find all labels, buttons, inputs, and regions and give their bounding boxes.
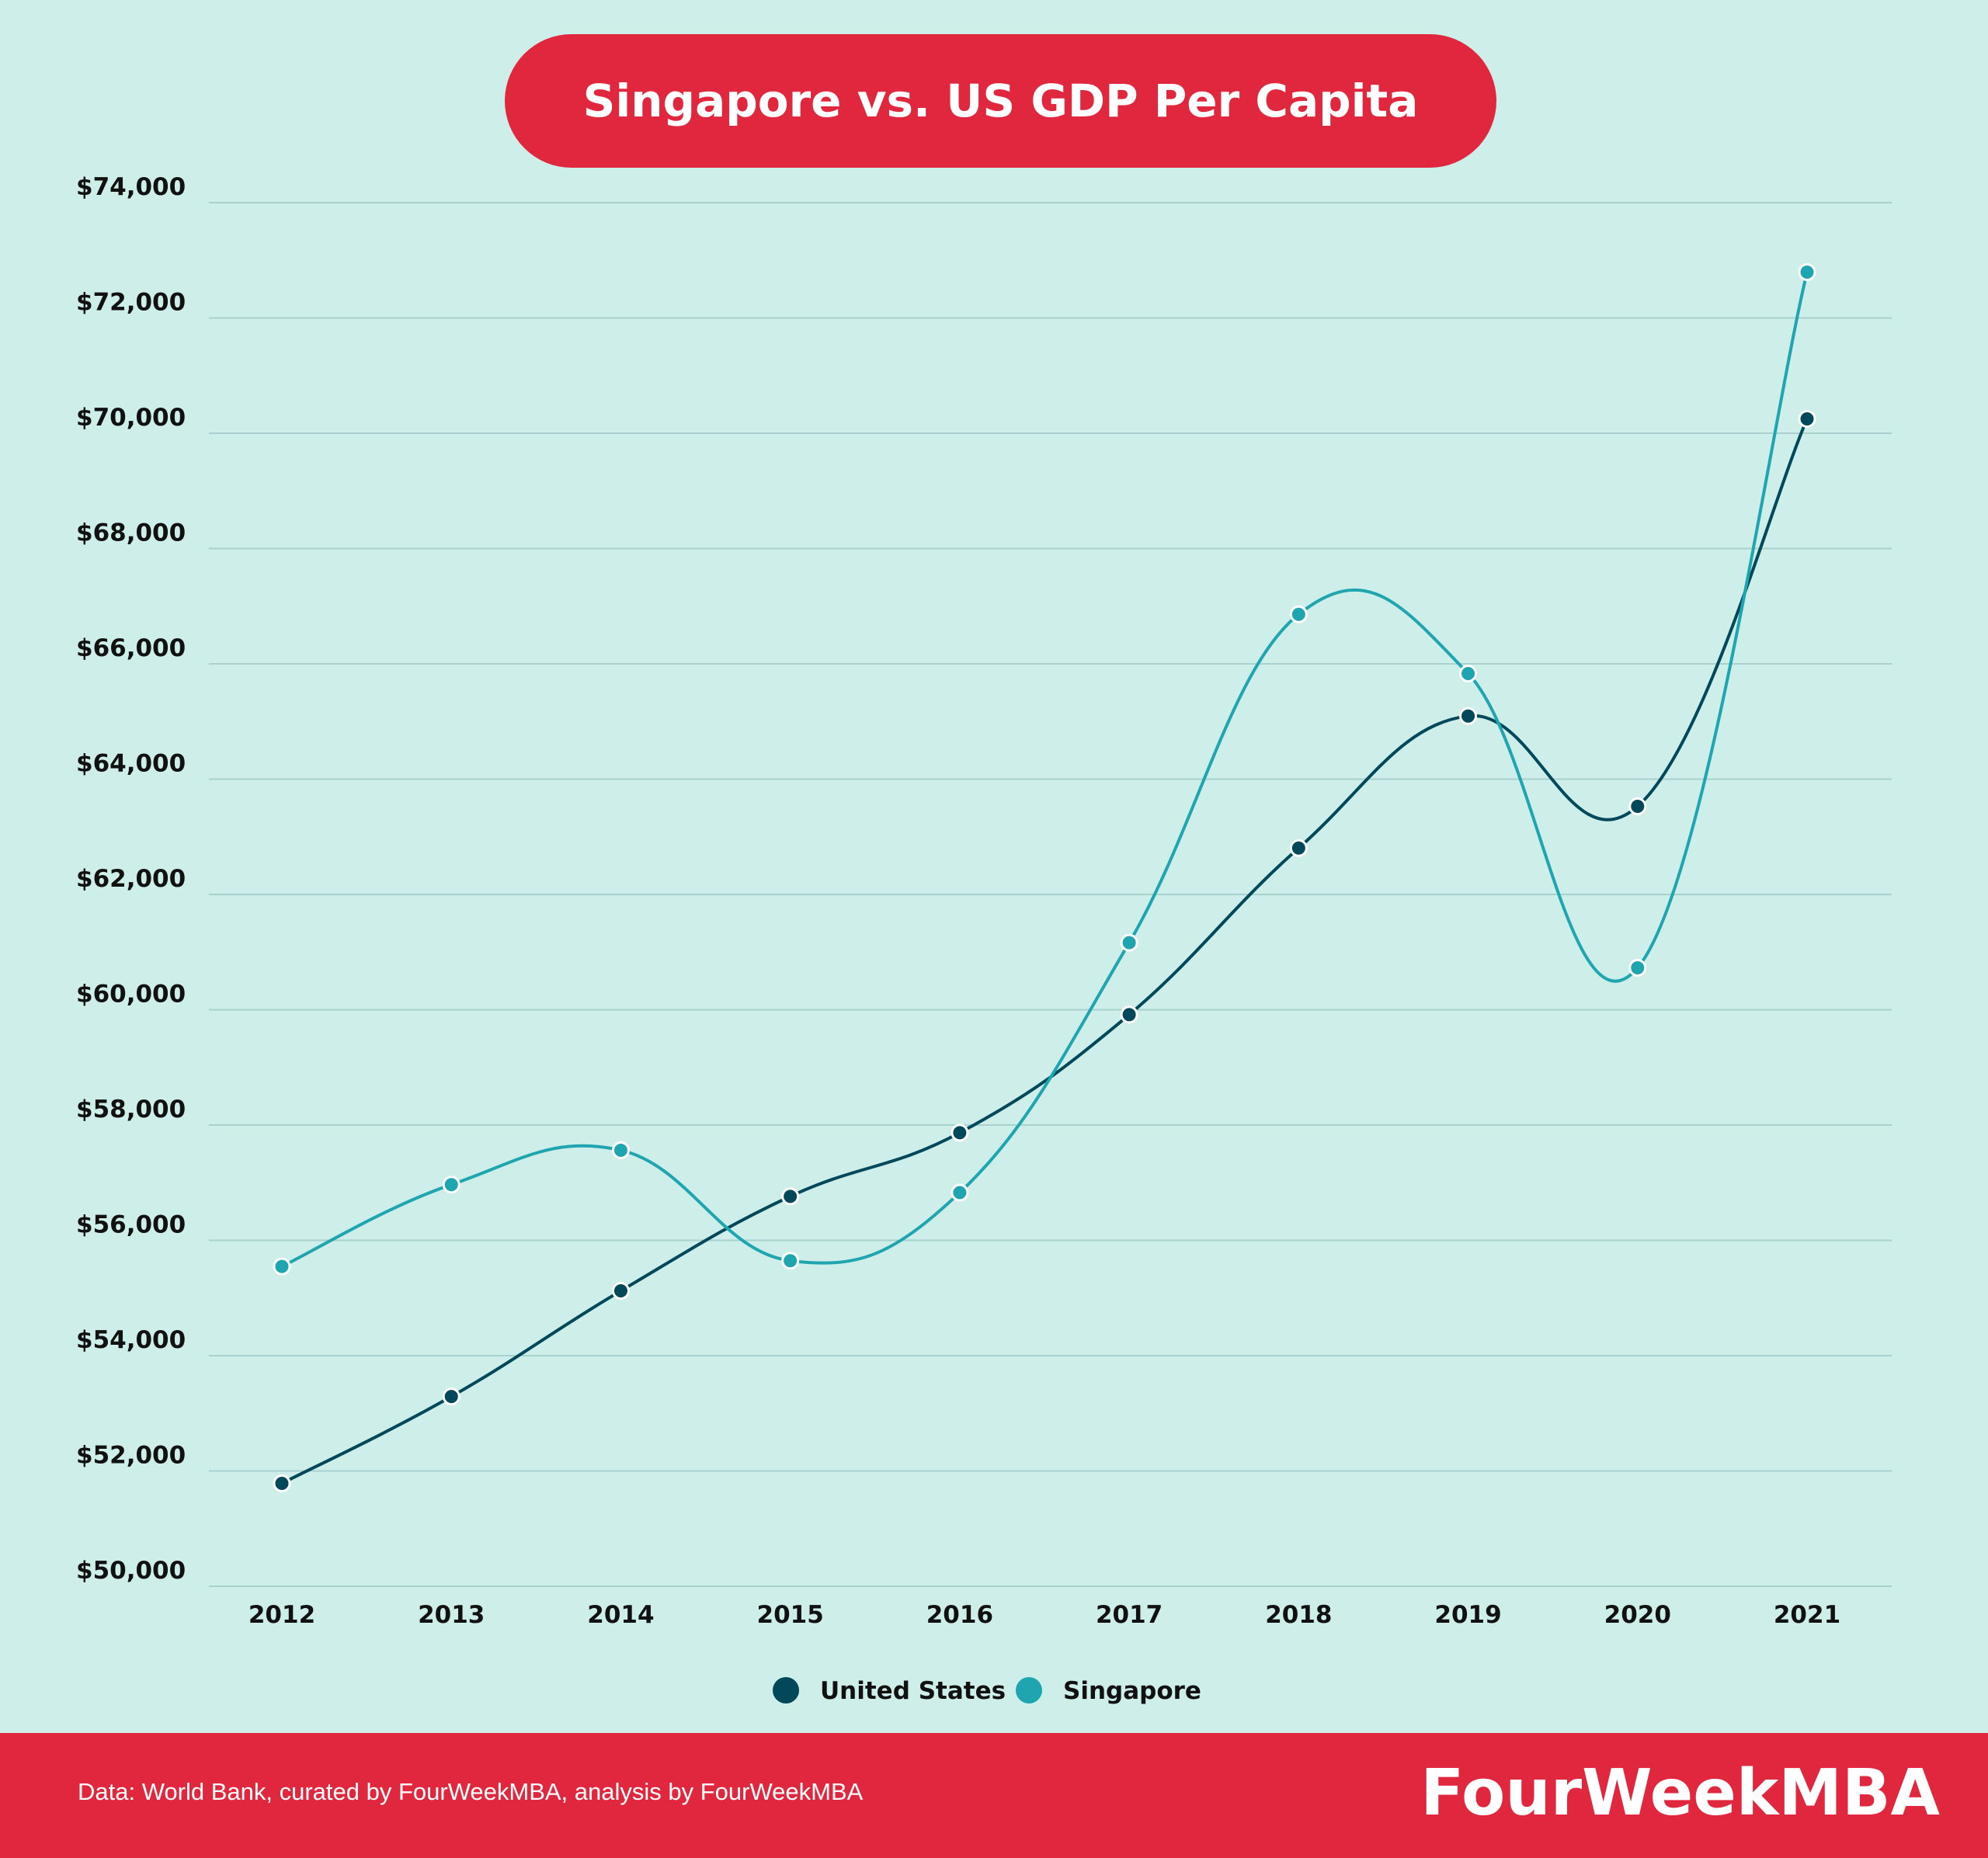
- footer: Data: World Bank, curated by FourWeekMBA…: [0, 1733, 1988, 1858]
- data-point: [1459, 707, 1478, 725]
- data-point: [1798, 410, 1816, 429]
- data-point: [1289, 839, 1308, 857]
- chart-title-banner: Singapore vs. US GDP Per Capita: [505, 34, 1496, 168]
- x-tick-label: 2021: [1774, 1601, 1840, 1629]
- x-tick-label: 2012: [248, 1601, 315, 1629]
- line-chart: $50,000 $52,000 $54,000 $56,000 $58,000 $60,0…: [76, 173, 1892, 1705]
- y-tick-label: $56,000: [76, 1211, 186, 1239]
- data-point: [1459, 665, 1478, 683]
- y-tick-label: $62,000: [76, 865, 186, 893]
- x-tick-label: 2020: [1604, 1601, 1671, 1629]
- x-tick-label: 2016: [926, 1601, 993, 1629]
- x-tick-label: 2013: [418, 1601, 485, 1629]
- data-point: [611, 1282, 630, 1301]
- data-point: [1628, 797, 1647, 816]
- data-point: [781, 1252, 800, 1270]
- data-point: [1289, 605, 1308, 623]
- x-tick-label: 2015: [757, 1601, 824, 1629]
- y-tick-label: $72,000: [76, 289, 186, 317]
- source-note: Data: World Bank, curated by FourWeekMBA…: [78, 1778, 864, 1805]
- data-point: [442, 1176, 461, 1194]
- y-tick-label: $74,000: [76, 173, 186, 201]
- x-tick-label: 2014: [587, 1601, 654, 1629]
- legend-marker: [1016, 1677, 1042, 1703]
- y-tick-label: $60,000: [76, 981, 186, 1009]
- legend-label: Singapore: [1063, 1677, 1201, 1705]
- chart-title: Singapore vs. US GDP Per Capita: [582, 75, 1419, 127]
- y-tick-label: $70,000: [76, 404, 186, 432]
- y-tick-label: $54,000: [76, 1326, 186, 1354]
- data-point: [1120, 933, 1138, 952]
- series-line-singapore: [281, 272, 1809, 1268]
- x-tick-label: 2018: [1265, 1601, 1332, 1629]
- y-tick-label: $68,000: [76, 519, 186, 547]
- x-tick-label: 2019: [1434, 1601, 1501, 1629]
- legend-label: United States: [820, 1677, 1006, 1705]
- y-tick-label: $52,000: [76, 1442, 186, 1470]
- data-point: [273, 1474, 291, 1493]
- x-tick-label: 2017: [1096, 1601, 1163, 1629]
- data-point: [951, 1123, 969, 1142]
- data-point: [611, 1141, 630, 1159]
- data-point: [442, 1387, 461, 1406]
- data-point: [781, 1187, 800, 1206]
- brand-logo: FourWeekMBA: [1420, 1756, 1940, 1830]
- y-tick-label: $66,000: [76, 634, 186, 662]
- data-point: [1628, 958, 1647, 977]
- data-point: [1798, 263, 1816, 282]
- series-line-united-states: [281, 418, 1809, 1485]
- y-tick-label: $58,000: [76, 1096, 186, 1123]
- legend-marker: [773, 1677, 799, 1703]
- y-tick-label: $50,000: [76, 1557, 186, 1585]
- y-tick-label: $64,000: [76, 750, 186, 778]
- data-point: [1120, 1005, 1138, 1024]
- data-point: [951, 1183, 969, 1202]
- data-point: [273, 1257, 291, 1276]
